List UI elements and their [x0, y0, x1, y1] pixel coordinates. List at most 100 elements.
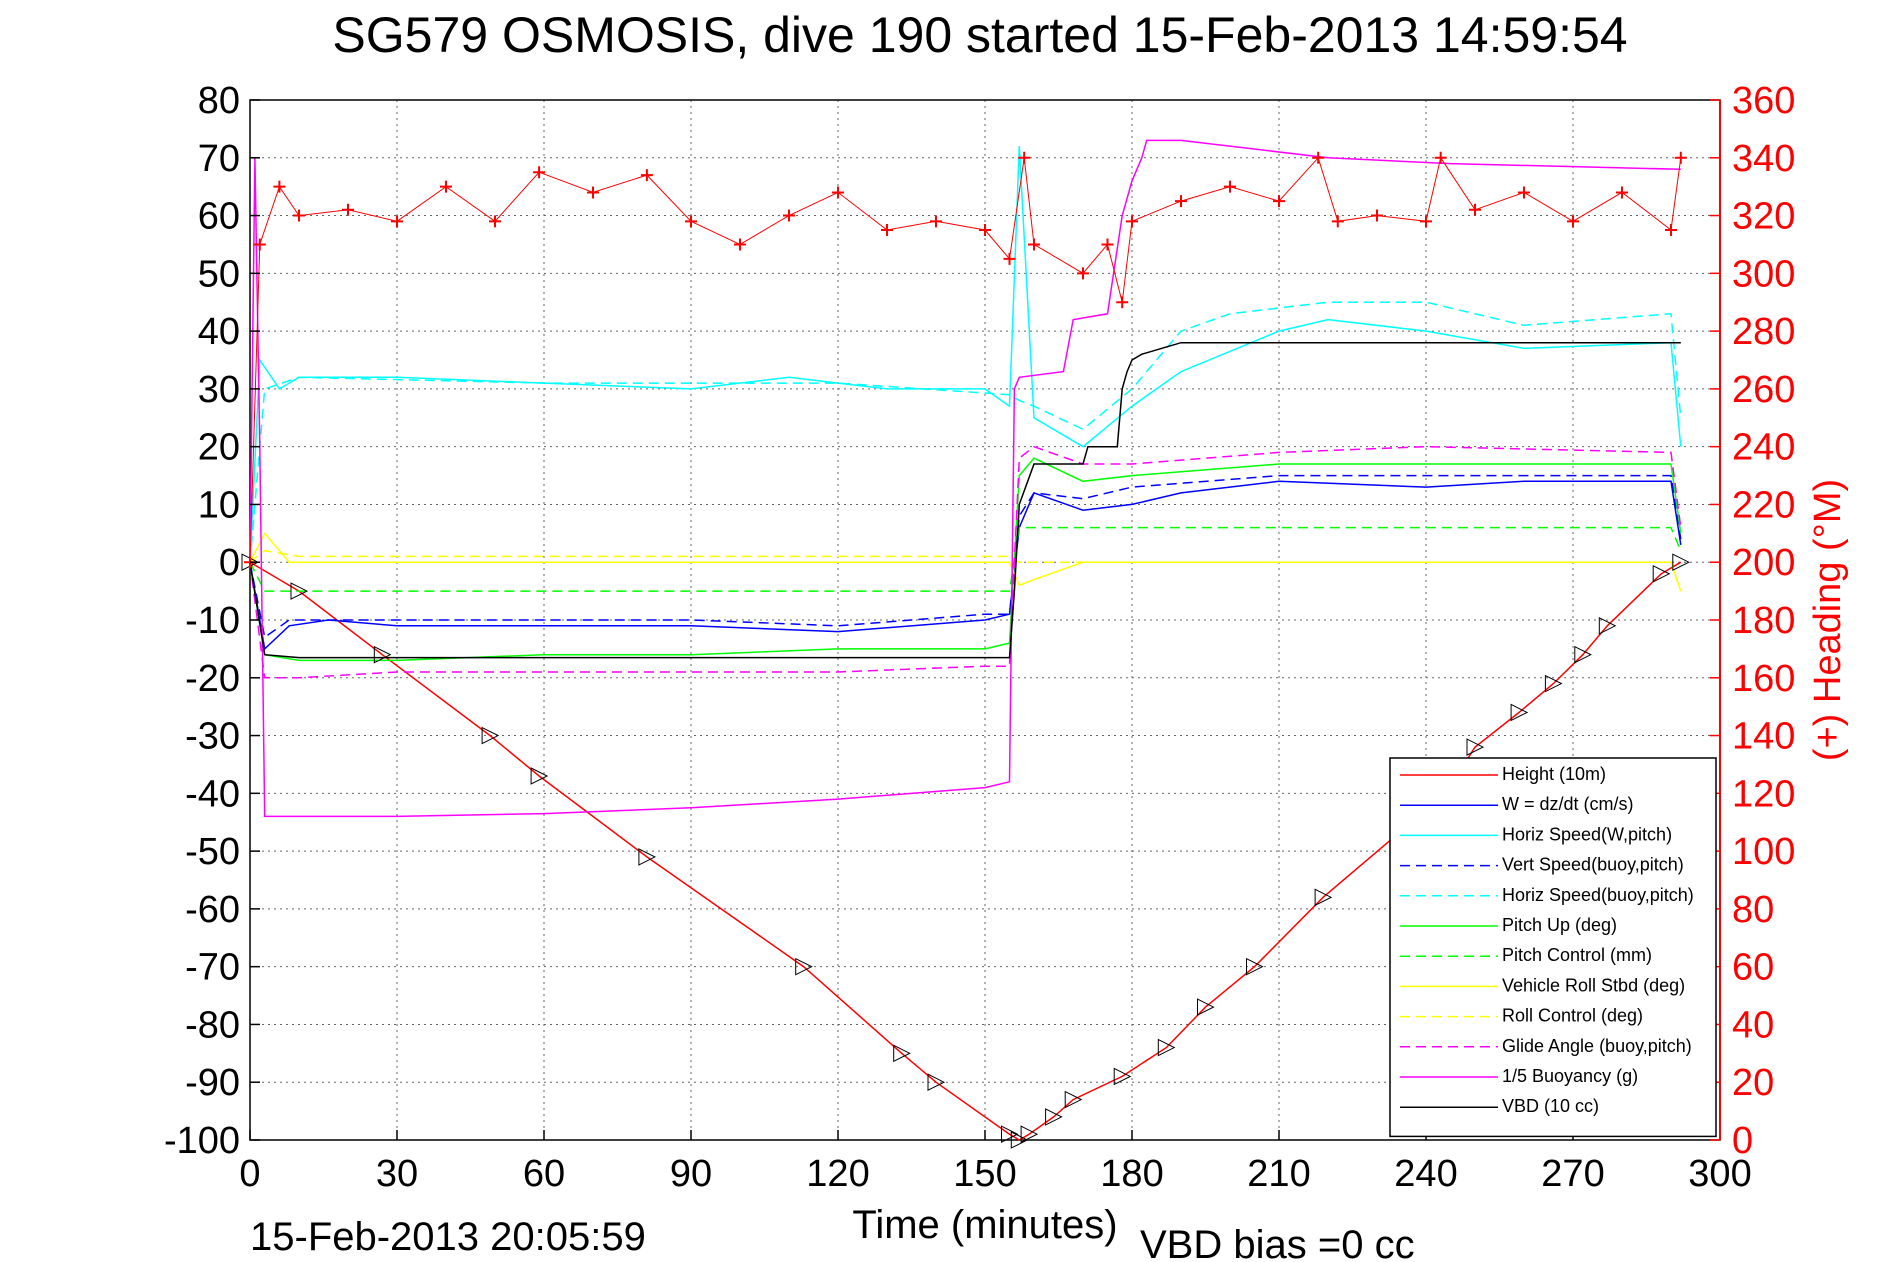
right-y-tick-label: 260: [1732, 369, 1795, 411]
right-y-tick-label: 280: [1732, 311, 1795, 353]
height-marker: [927, 1073, 946, 1092]
height-marker: [1652, 564, 1671, 583]
height-marker: [1598, 616, 1617, 635]
series-line-8: [249, 549, 1682, 592]
height-marker: [373, 645, 392, 664]
height-marker: [1672, 553, 1690, 572]
height-marker: [1544, 674, 1563, 693]
height-marker: [1020, 1125, 1039, 1144]
x-tick-label: 180: [1100, 1153, 1163, 1195]
heading-marker: [1101, 238, 1114, 251]
height-marker: [530, 767, 549, 785]
y-tick-label: 30: [198, 369, 240, 411]
heading-marker: [1469, 203, 1481, 216]
right-y-tick-label: 120: [1732, 773, 1795, 815]
height-marker: [893, 1044, 911, 1063]
right-y-tick-label: 60: [1732, 947, 1774, 989]
series-line-10: [249, 139, 1681, 818]
height-marker: [1197, 998, 1215, 1016]
footer-timestamp: 15-Feb-2013 20:05:59: [250, 1215, 646, 1259]
right-y-tick-label: 200: [1732, 542, 1795, 584]
x-tick-label: 60: [523, 1153, 565, 1195]
height-marker: [795, 957, 813, 976]
right-y-tick-label: 220: [1732, 484, 1795, 526]
legend-box: [1389, 757, 1717, 1138]
heading-marker: [1003, 252, 1016, 265]
height-marker: [1157, 1038, 1176, 1057]
height-marker: [1466, 738, 1485, 756]
y-tick-label: 40: [198, 311, 240, 353]
legend-label: VBD (10 cc): [1502, 1096, 1599, 1116]
heading-marker: [1312, 151, 1325, 164]
legend-label: Vert Speed(buoy,pitch): [1502, 855, 1684, 875]
x-tick-label: 210: [1247, 1153, 1310, 1195]
y-tick-label: -20: [185, 658, 240, 700]
right-y-tick-label: 160: [1732, 658, 1795, 700]
series-line-2: [249, 146, 1682, 563]
heading-marker: [1567, 215, 1579, 228]
heading-marker: [273, 180, 286, 193]
right-y-tick-label: 180: [1732, 600, 1795, 642]
legend-label: Pitch Control (mm): [1502, 945, 1652, 965]
legend-label: Pitch Up (deg): [1502, 915, 1617, 935]
x-tick-label: 240: [1394, 1153, 1457, 1195]
heading-marker: [685, 215, 697, 228]
heading-marker: [1434, 151, 1447, 164]
heading-marker: [881, 224, 893, 236]
heading-marker: [1224, 180, 1236, 193]
heading-marker: [734, 238, 746, 251]
heading-marker: [783, 209, 795, 222]
right-y-tick-label: 360: [1732, 80, 1795, 122]
heading-marker: [1616, 186, 1628, 199]
y-tick-label: 70: [198, 138, 240, 180]
legend-label: Horiz Speed(buoy,pitch): [1502, 885, 1694, 905]
x-tick-label: 0: [239, 1153, 260, 1195]
legend-label: 1/5 Buoyancy (g): [1502, 1066, 1638, 1086]
y-tick-label: 0: [219, 542, 240, 584]
series-line-0: [249, 561, 1682, 1141]
heading-marker: [1420, 215, 1432, 228]
right-y-tick-label: 320: [1732, 196, 1795, 238]
legend-label: Glide Angle (buoy,pitch): [1502, 1036, 1692, 1056]
heading-marker: [440, 180, 452, 193]
heading-marker: [391, 215, 403, 228]
x-tick-label: 90: [670, 1153, 712, 1195]
x-tick-label: 30: [376, 1153, 418, 1195]
y-tick-label: -30: [185, 716, 240, 758]
height-marker: [1574, 645, 1592, 664]
series-line-7: [249, 531, 1682, 592]
vbd-bias-text: VBD bias =0 cc: [1140, 1223, 1415, 1262]
right-y-tick-label: 20: [1732, 1062, 1774, 1104]
height-marker: [1001, 1125, 1019, 1144]
heading-marker: [533, 166, 546, 179]
height-marker: [1113, 1067, 1132, 1086]
height-marker: [1064, 1090, 1083, 1109]
heading-marker: [1371, 209, 1383, 222]
series-line-3: [249, 474, 1682, 639]
y-tick-label: -40: [185, 773, 240, 815]
height-marker: [1045, 1108, 1063, 1126]
heading-marker: [1077, 267, 1089, 280]
legend-label: W = dz/dt (cm/s): [1502, 794, 1634, 814]
x-axis-label: Time (minutes): [852, 1203, 1117, 1247]
legend-label: Height (10m): [1502, 764, 1606, 784]
x-tick-label: 300: [1688, 1153, 1751, 1195]
y-tick-label: -50: [185, 831, 240, 873]
heading-marker: [1126, 215, 1138, 228]
heading-marker: [1116, 296, 1129, 309]
height-marker: [1010, 1131, 1029, 1149]
heading-marker: [1674, 151, 1687, 164]
right-y-tick-label: 340: [1732, 138, 1795, 180]
height-marker: [1510, 703, 1529, 722]
series-line-11: [249, 341, 1681, 659]
y-tick-label: 80: [198, 80, 240, 122]
height-marker: [290, 582, 309, 600]
right-y-tick-label: 300: [1732, 253, 1795, 295]
right-axis-label: (+) Heading (°M): [1807, 479, 1849, 761]
height-marker: [638, 848, 657, 866]
heading-marker: [1331, 215, 1344, 228]
right-y-tick-label: 0: [1732, 1120, 1753, 1162]
right-y-tick-label: 40: [1732, 1004, 1774, 1046]
series-line-5: [249, 457, 1682, 662]
heading-marker: [1273, 195, 1285, 208]
